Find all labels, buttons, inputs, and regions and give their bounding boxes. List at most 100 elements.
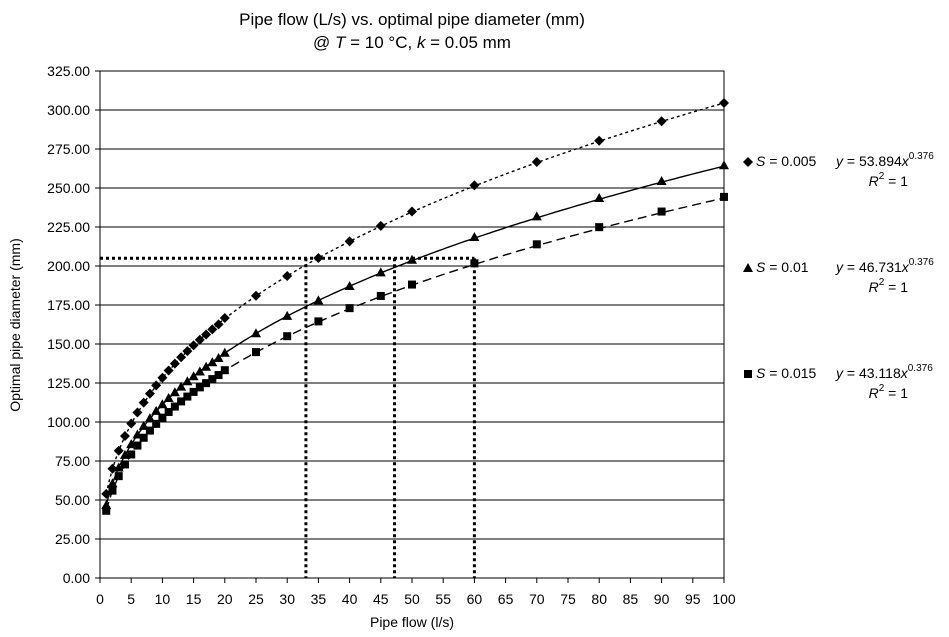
data-point-triangle — [201, 361, 212, 371]
x-tick-label: 10 — [155, 591, 171, 607]
eq-coef: = 46.731 — [843, 259, 902, 275]
data-point-triangle — [251, 328, 261, 338]
data-point-triangle — [531, 211, 542, 221]
r-squared: R2 = 1 — [869, 171, 909, 189]
data-point-square — [657, 207, 666, 216]
x-tick-label: 55 — [435, 591, 451, 607]
data-point-square — [102, 506, 111, 515]
data-point-square — [252, 348, 260, 357]
x-tick-label: 70 — [529, 591, 545, 607]
trend-curves — [105, 102, 725, 511]
data-point-diamond — [251, 290, 261, 301]
data-point-diamond — [219, 312, 230, 323]
y-tick-label: 250.00 — [47, 180, 90, 196]
data-point-diamond — [207, 324, 218, 335]
y-tick-label: 75.00 — [55, 453, 90, 469]
trend-curve-triangle — [105, 165, 725, 506]
data-point-triangle — [344, 280, 355, 290]
y-tick-label: 225.00 — [47, 219, 90, 235]
eq-coef: = 53.894 — [843, 153, 902, 169]
data-point-diamond — [176, 352, 187, 363]
r-squared: R2 = 1 — [869, 383, 909, 401]
x-tick-label: 25 — [248, 591, 264, 607]
eq-exponent: 0.376 — [909, 151, 934, 162]
data-point-diamond — [144, 388, 155, 399]
data-point-square — [170, 402, 179, 411]
data-point-triangle — [194, 366, 205, 376]
r2-sup: 2 — [879, 277, 885, 288]
data-point-square — [189, 387, 198, 396]
legend-label: S = 0.015 — [756, 365, 817, 381]
data-point-square — [532, 240, 541, 249]
x-tick-label: 20 — [217, 591, 233, 607]
chart-title-line-2: @ T = 10 °C, k = 0.05 mm — [313, 33, 511, 52]
trend-equation: y = 46.731x0.376 — [835, 257, 934, 275]
r2-var: R — [869, 173, 879, 189]
data-point-diamond — [157, 372, 168, 383]
data-point-square — [152, 419, 161, 428]
legend-value: = 0.015 — [765, 365, 816, 381]
data-point-square — [139, 433, 148, 442]
data-point-diamond — [594, 135, 605, 146]
data-point-triangle — [169, 387, 180, 397]
data-point-diamond — [344, 236, 355, 247]
x-tick-label: 35 — [311, 591, 327, 607]
data-point-triangle — [594, 192, 605, 202]
data-point-diamond — [169, 358, 180, 369]
data-point-square — [470, 259, 479, 268]
data-point-triangle — [213, 353, 224, 363]
legend-label: S = 0.01 — [756, 259, 809, 275]
x-tick-label: 95 — [685, 591, 701, 607]
chart-title-line-1: Pipe flow (L/s) vs. optimal pipe diamete… — [239, 10, 585, 29]
data-point-diamond — [163, 365, 174, 376]
data-point-diamond — [126, 418, 137, 429]
data-point-diamond — [313, 253, 324, 264]
data-point-diamond — [119, 431, 130, 442]
x-tick-label: 5 — [127, 591, 135, 607]
data-point-square — [220, 366, 229, 375]
data-point-square — [145, 426, 154, 435]
y-tick-label: 200.00 — [47, 258, 90, 274]
y-tick-label: 50.00 — [55, 492, 90, 508]
x-tick-label: 15 — [186, 591, 202, 607]
data-point-diamond — [375, 220, 386, 231]
data-point-diamond — [531, 156, 542, 167]
data-point-triangle — [144, 413, 155, 423]
data-point-square — [208, 375, 217, 384]
eq-x: x — [901, 259, 910, 275]
x-tick-label: 75 — [560, 591, 576, 607]
data-point-triangle — [157, 399, 168, 409]
title-t-rest: = 10 °C, — [345, 33, 417, 52]
data-point-diamond — [407, 206, 417, 217]
data-point-triangle — [313, 295, 324, 305]
data-point-square — [744, 370, 752, 378]
legend-label: S = 0.005 — [756, 153, 817, 169]
legend-var: S — [756, 153, 766, 169]
data-point-triangle — [176, 381, 187, 391]
axis-ticks: 0.00 25.00 50.00 75.00 100.00 125.00 150.00 175… — [47, 63, 736, 607]
data-point-square — [114, 472, 123, 481]
y-tick-label: 100.00 — [47, 414, 90, 430]
data-point-triangle — [219, 347, 230, 357]
x-tick-label: 40 — [342, 591, 358, 607]
data-point-square — [214, 371, 223, 380]
title-k-var: k — [417, 33, 427, 52]
r2-sup: 2 — [879, 383, 885, 394]
title-prefix: @ — [313, 33, 335, 52]
x-tick-label: 45 — [373, 591, 389, 607]
data-point-diamond — [213, 319, 224, 330]
r2-value: = 1 — [884, 173, 908, 189]
data-point-diamond — [113, 445, 124, 456]
data-point-diamond — [656, 116, 667, 127]
data-point-square — [202, 379, 211, 388]
data-point-square — [314, 317, 323, 326]
x-tick-label: 80 — [591, 591, 607, 607]
title-t-var: T — [335, 33, 347, 52]
title-k-rest: = 0.05 mm — [425, 33, 511, 52]
data-point-square — [195, 383, 204, 392]
data-point-triangle — [107, 478, 118, 488]
y-tick-label: 325.00 — [47, 63, 90, 79]
trend-curve-diamond — [105, 102, 725, 495]
